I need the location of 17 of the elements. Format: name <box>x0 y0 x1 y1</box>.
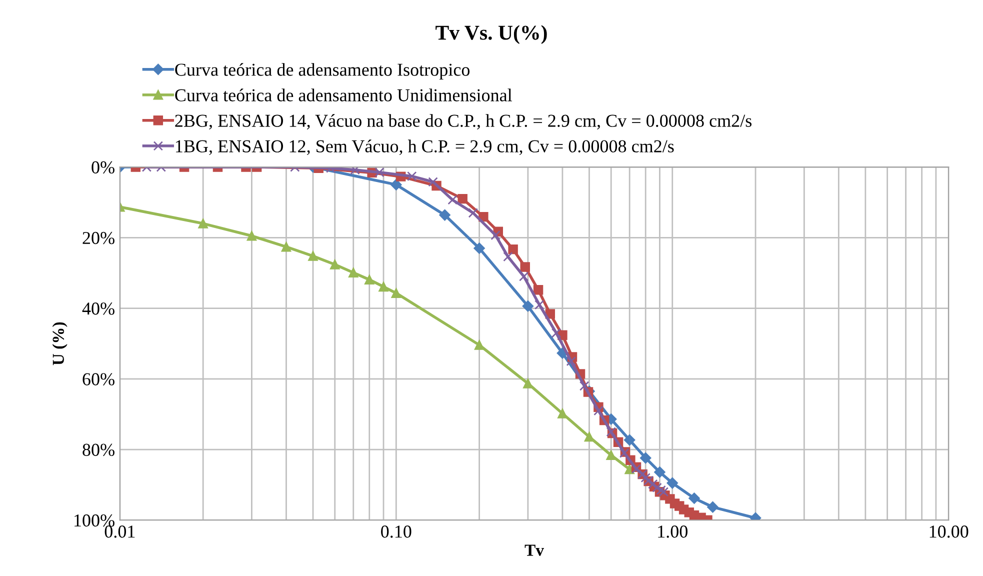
legend-label: Curva teórica de adensamento Unidimensional <box>175 88 512 102</box>
y-tick-label: 20% <box>82 232 114 244</box>
y-tick-label: 100% <box>74 514 114 527</box>
legend-label: 1BG, ENSAIO 12, Sem Vácuo, h C.P. = 2.9 cm, Cv = 0.00008 cm2/s <box>176 140 674 155</box>
x-axis-title: Tv <box>524 544 544 556</box>
y-tick-label: 0% <box>92 161 114 174</box>
y-tick-label: 80% <box>82 444 114 456</box>
x-tick-label: 0.01 <box>104 526 135 538</box>
chart-title: Tv Vs. U(%) <box>436 25 547 44</box>
y-axis-title: U (%) <box>52 322 68 366</box>
legend-label: Curva teórica de adensamento Isotropico <box>175 63 470 80</box>
x-tick-label: 10.00 <box>930 526 968 538</box>
legend-label: 2BG, ENSAIO 14, Vácuo na base do C.P., h C.P. = 2.9 cm, Cv = 0.00008 cm2/s <box>175 114 752 130</box>
x-tick-label: 1.00 <box>658 526 688 538</box>
y-tick-label: 60% <box>82 373 114 386</box>
y-tick-label: 40% <box>82 302 114 315</box>
x-tick-label: 0.10 <box>381 526 412 538</box>
